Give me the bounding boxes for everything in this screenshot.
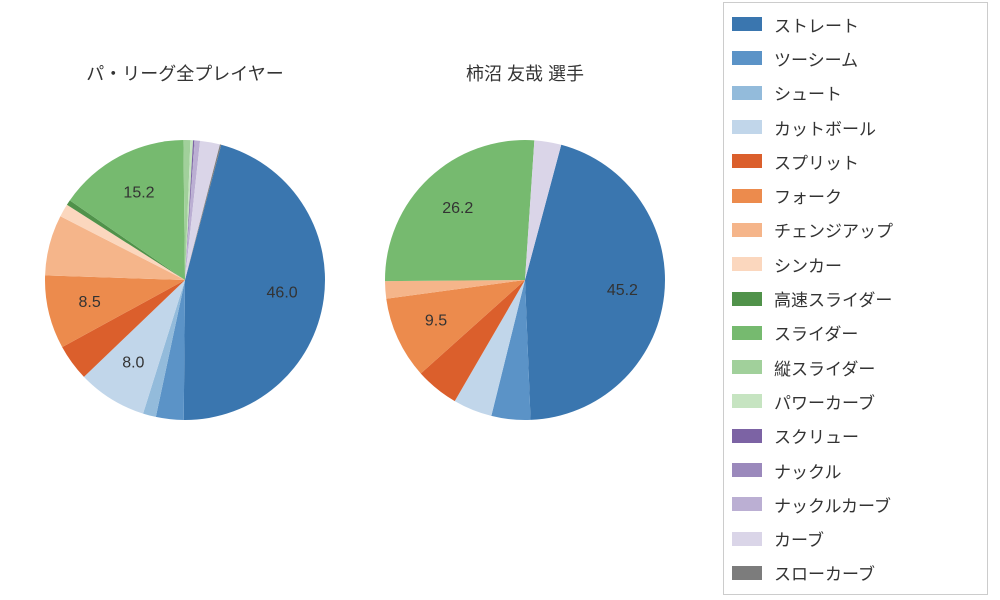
legend-swatch	[732, 189, 762, 203]
legend-swatch	[732, 532, 762, 546]
legend-label: ナックル	[774, 458, 842, 483]
pie-slice-label: 8.5	[79, 294, 101, 311]
pie-slice-label: 45.2	[607, 282, 638, 299]
pie-slice-label: 46.0	[267, 284, 298, 301]
legend-label: カーブ	[774, 526, 824, 551]
legend-label: フォーク	[774, 183, 842, 208]
pie-slice-label: 15.2	[123, 185, 154, 202]
legend-swatch	[732, 463, 762, 477]
legend-label: パワーカーブ	[774, 389, 875, 414]
legend-swatch	[732, 17, 762, 31]
legend-label: カットボール	[774, 115, 876, 140]
legend-swatch	[732, 86, 762, 100]
legend-item: チェンジアップ	[732, 213, 979, 247]
pie-chart-area: パ・リーグ全プレイヤー 46.0 8.0 8.5 15.2 柿沼 友哉 選手 45.2 9.5…	[0, 0, 700, 600]
legend-label: ストレート	[774, 12, 859, 37]
legend-item: スライダー	[732, 316, 979, 350]
pie-title: パ・リーグ全プレイヤー	[86, 64, 283, 84]
legend-item: カットボール	[732, 110, 979, 144]
legend-label: チェンジアップ	[774, 217, 893, 242]
pie-slice-label: 8.0	[122, 354, 144, 371]
legend-label: 縦スライダー	[774, 355, 875, 380]
pie-slice-label: 26.2	[442, 200, 473, 217]
legend-label: 高速スライダー	[774, 286, 892, 311]
legend-swatch	[732, 497, 762, 511]
legend-swatch	[732, 51, 762, 65]
legend-swatch	[732, 257, 762, 271]
pie-slice-label: 9.5	[425, 312, 447, 329]
legend-swatch	[732, 292, 762, 306]
legend-swatch	[732, 120, 762, 134]
legend: ストレートツーシームシュートカットボールスプリットフォークチェンジアップシンカー…	[723, 2, 988, 595]
legend-item: カーブ	[732, 521, 979, 555]
legend-label: シュート	[774, 80, 842, 105]
legend-item: ナックルカーブ	[732, 487, 979, 521]
legend-item: スクリュー	[732, 419, 979, 453]
legend-item: 縦スライダー	[732, 350, 979, 384]
legend-swatch	[732, 154, 762, 168]
legend-item: シュート	[732, 76, 979, 110]
legend-label: シンカー	[774, 252, 842, 277]
legend-item: 高速スライダー	[732, 281, 979, 315]
legend-item: ツーシーム	[732, 41, 979, 75]
legend-swatch	[732, 429, 762, 443]
legend-swatch	[732, 223, 762, 237]
legend-item: スプリット	[732, 144, 979, 178]
legend-swatch	[732, 566, 762, 580]
pie-title: 柿沼 友哉 選手	[466, 64, 584, 84]
pie-charts-svg: パ・リーグ全プレイヤー 46.0 8.0 8.5 15.2 柿沼 友哉 選手 45.2 9.5…	[0, 0, 700, 600]
legend-item: ナックル	[732, 453, 979, 487]
legend-item: ストレート	[732, 7, 979, 41]
legend-item: スローカーブ	[732, 556, 979, 590]
legend-label: ナックルカーブ	[774, 492, 891, 517]
legend-swatch	[732, 394, 762, 408]
legend-label: スローカーブ	[774, 560, 875, 585]
legend-label: スクリュー	[774, 423, 859, 448]
legend-label: スプリット	[774, 149, 859, 174]
legend-swatch	[732, 360, 762, 374]
legend-item: フォーク	[732, 178, 979, 212]
legend-item: パワーカーブ	[732, 384, 979, 418]
legend-item: シンカー	[732, 247, 979, 281]
legend-label: スライダー	[774, 320, 858, 345]
legend-label: ツーシーム	[774, 46, 858, 71]
chart-container: パ・リーグ全プレイヤー 46.0 8.0 8.5 15.2 柿沼 友哉 選手 45.2 9.5…	[0, 0, 1000, 600]
legend-swatch	[732, 326, 762, 340]
